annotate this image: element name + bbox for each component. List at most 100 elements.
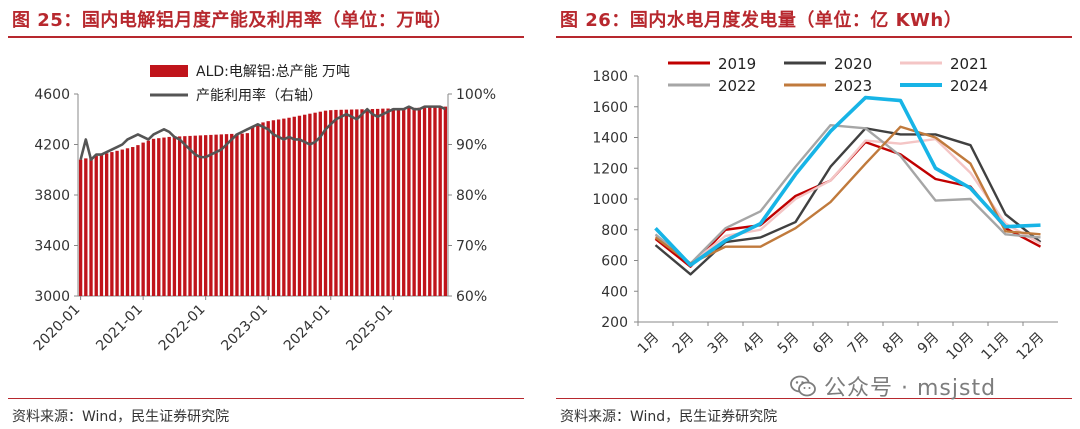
- legend-label-2020: 2020: [834, 55, 872, 73]
- capacity-bar: [204, 135, 208, 296]
- left-source-note: 资料来源：Wind，民生证券研究院: [12, 409, 230, 425]
- capacity-bar: [235, 133, 239, 296]
- capacity-bar: [219, 134, 223, 296]
- x-tick-label: 1月: [635, 330, 663, 358]
- x-tick-label: 3月: [705, 330, 733, 358]
- left-chart-panel: 图 25：国内电解铝月度产能及利用率（单位：万吨） 4600 4200 3800 34…: [0, 0, 532, 429]
- right-y-tick-label: 60%: [456, 289, 487, 305]
- capacity-bar: [318, 111, 322, 296]
- y-tick-label: 400: [601, 284, 628, 300]
- capacity-bar: [287, 117, 291, 296]
- x-tick-label: 2月: [670, 330, 698, 358]
- capacity-bar: [313, 112, 317, 296]
- series-line-2024: [654, 95, 1041, 267]
- capacity-bar: [386, 108, 390, 296]
- y-tick-label: 1000: [592, 192, 628, 208]
- legend-label-utilization: 产能利用率（右轴）: [196, 87, 322, 104]
- left-y-tick-label: 3400: [34, 239, 70, 255]
- capacity-bar: [308, 113, 312, 296]
- capacity-bar: [157, 138, 161, 296]
- capacity-bar: [261, 122, 265, 296]
- x-tick-label: 9月: [915, 330, 943, 358]
- right-chart-panel: 图 26：国内水电月度发电量（单位：亿 KWh） 1800 1600 1400 120…: [548, 0, 1080, 429]
- utilization-line: [79, 105, 446, 161]
- y-tick-label: 800: [601, 223, 628, 239]
- capacity-bar: [443, 106, 448, 296]
- capacity-bar: [230, 133, 234, 296]
- capacity-bar: [428, 107, 432, 296]
- capacity-bar: [271, 120, 276, 296]
- y-tick-label: 1800: [592, 69, 628, 85]
- capacity-bar: [78, 159, 83, 296]
- capacity-bar: [110, 152, 114, 296]
- left-chart-title: 图 25：国内电解铝月度产能及利用率（单位：万吨）: [12, 10, 452, 31]
- capacity-bar: [344, 109, 349, 296]
- capacity-bar: [209, 134, 213, 296]
- y-tick-label: 600: [601, 254, 628, 270]
- capacity-bar: [172, 136, 177, 296]
- x-tick-label: 12月: [1014, 330, 1048, 364]
- capacity-bar: [89, 157, 93, 296]
- capacity-bar: [412, 107, 416, 296]
- capacity-bar: [433, 107, 437, 296]
- x-tick-label: 7月: [845, 330, 873, 358]
- capacity-bar: [375, 108, 380, 297]
- capacity-bar: [245, 133, 250, 296]
- capacity-bar: [167, 136, 171, 296]
- capacity-bar: [125, 148, 130, 296]
- capacity-bar: [198, 135, 203, 296]
- capacity-bar: [146, 140, 151, 296]
- capacity-bar: [193, 135, 197, 296]
- capacity-bar: [391, 108, 395, 296]
- capacity-bar: [84, 158, 88, 296]
- capacity-bar: [396, 108, 401, 296]
- series-line-2023: [654, 125, 1041, 265]
- capacity-bar: [214, 134, 218, 296]
- legend-label-2023: 2023: [834, 77, 872, 95]
- capacity-bar: [349, 109, 354, 296]
- x-tick-label: 2020-01: [31, 302, 84, 355]
- capacity-bar: [334, 109, 338, 296]
- legend-label-2019: 2019: [718, 55, 756, 73]
- capacity-bar: [422, 107, 427, 296]
- watermark-text: 公众号 · msjstd: [824, 376, 997, 401]
- right-chart-title: 图 26：国内水电月度发电量（单位：亿 KWh）: [560, 10, 963, 31]
- capacity-bar: [104, 153, 109, 296]
- capacity-bar: [370, 109, 375, 297]
- watermark: 公众号 · msjstd: [790, 370, 996, 403]
- capacity-bar: [360, 109, 364, 297]
- x-tick-label: 2022-01: [156, 302, 209, 355]
- y-tick-label: 1200: [592, 161, 628, 177]
- aluminum-capacity-chart: 4600 4200 3800 3400 3000 100% 90% 80% 70% 60% 2020…: [31, 64, 496, 355]
- legend-label-2022: 2022: [718, 77, 756, 95]
- y-tick-label: 1400: [592, 131, 628, 147]
- capacity-bar: [94, 155, 98, 296]
- right-source-rule: [556, 398, 1072, 399]
- capacity-bar: [183, 136, 187, 296]
- x-tick-label: 4月: [740, 330, 768, 358]
- capacity-bar: [136, 145, 140, 296]
- capacity-bar: [162, 137, 166, 296]
- capacity-bar: [224, 134, 229, 296]
- capacity-bar: [339, 109, 343, 296]
- capacity-bar: [282, 118, 286, 297]
- capacity-bar: [151, 138, 156, 296]
- left-y-tick-label: 4600: [34, 87, 70, 103]
- capacity-bar: [438, 107, 442, 296]
- right-y-tick-label: 90%: [456, 138, 487, 154]
- capacity-bar: [303, 114, 307, 296]
- capacity-bar: [355, 109, 359, 296]
- capacity-bar: [266, 121, 270, 296]
- capacity-bar: [250, 126, 255, 296]
- capacity-bar: [402, 108, 406, 296]
- capacity-bar: [240, 133, 244, 296]
- capacity-bar: [131, 147, 135, 296]
- capacity-bar: [297, 115, 302, 296]
- x-tick-label: 10月: [944, 330, 978, 364]
- x-tick-label: 2021-01: [93, 302, 146, 355]
- right-source-note: 资料来源：Wind，民生证券研究院: [560, 409, 778, 425]
- left-y-tick-label: 4200: [34, 138, 70, 154]
- capacity-bar: [329, 110, 333, 296]
- capacity-bar: [417, 107, 422, 296]
- capacity-bar: [365, 109, 369, 297]
